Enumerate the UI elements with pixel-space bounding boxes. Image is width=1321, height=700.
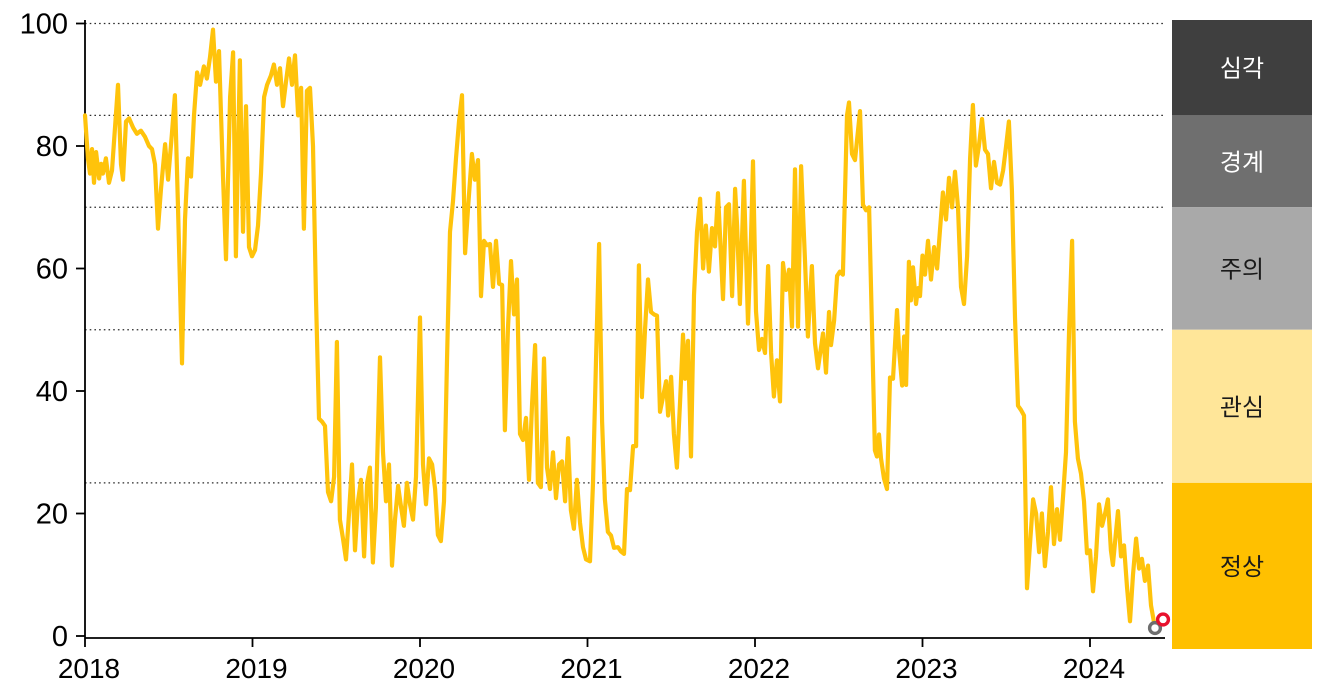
y-tick-label-40: 40 [36,376,68,408]
endpoint-marker-red [1155,612,1171,627]
y-tick-label-100: 100 [20,9,68,41]
legend-zone-label-gwansim: 관심 [1220,394,1264,421]
endpoint-markers [1147,612,1171,636]
y-tick-label-20: 20 [36,499,68,531]
legend-zone-label-jeongsang: 정상 [1220,554,1264,581]
x-tick-label-2019: 2019 [225,653,287,684]
legend-zone-label-simgak: 심각 [1220,56,1264,83]
legend-zone-gyeonggye [1172,115,1312,208]
legend-zone-simgak [1172,20,1312,116]
x-tick-label-2021: 2021 [560,653,622,684]
index-line-series [82,27,1166,631]
x-tick-label-2022: 2022 [728,653,790,684]
legend-zone-jeongsang [1172,482,1312,649]
legend-zone-label-juui: 주의 [1220,257,1264,284]
legend-zone-gwansim [1172,329,1312,483]
legend-zone-juui [1172,207,1312,330]
y-tick-label-60: 60 [36,254,68,286]
y-tick-label-0: 0 [52,621,68,653]
legend-zone-label-gyeonggye: 경계 [1220,149,1264,176]
x-tick-label-2024: 2024 [1063,653,1125,684]
endpoint-marker-gray [1147,620,1163,636]
y-tick-label-80: 80 [36,131,68,163]
x-tick-label-2023: 2023 [895,653,957,684]
gridlines [85,22,1165,484]
x-tick-label-2018: 2018 [58,653,120,684]
index-line [82,27,1166,631]
x-tick-label-2020: 2020 [393,653,455,684]
